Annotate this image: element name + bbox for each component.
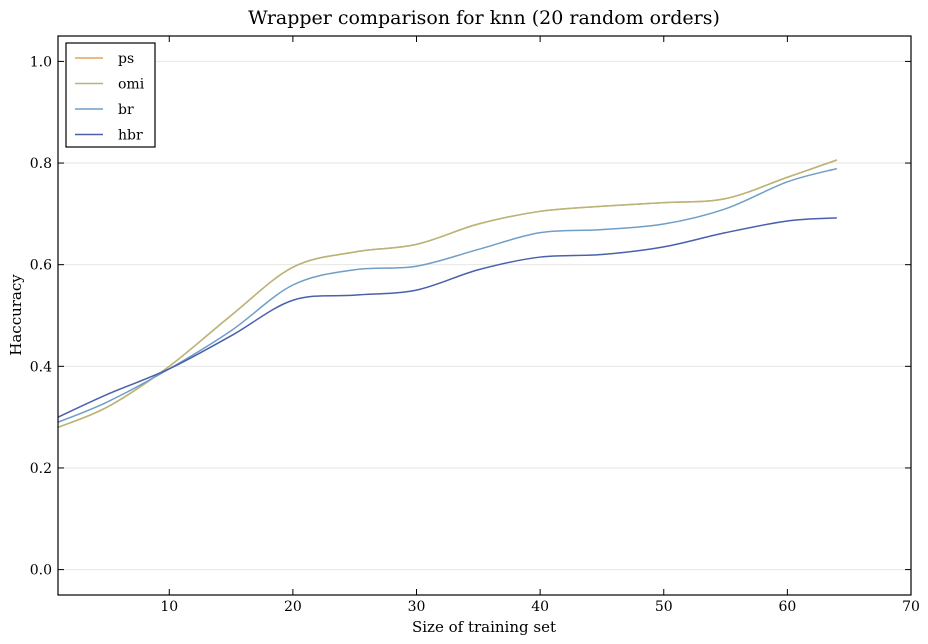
x-tick-label: 40	[531, 599, 549, 615]
legend-label-ps: ps	[118, 51, 134, 67]
series-layer	[57, 159, 838, 428]
x-tick-label: 10	[160, 599, 178, 615]
x-tick-label: 20	[284, 599, 302, 615]
legend: ps omi br hbr	[65, 42, 156, 148]
legend-label-br: br	[118, 102, 134, 118]
y-tick-label: 0.8	[30, 156, 52, 172]
y-tick-label: 0.0	[30, 563, 52, 579]
y-tick-label: 0.2	[30, 461, 52, 477]
grid-layer	[58, 60, 911, 571]
legend-box	[65, 42, 156, 148]
x-axis-label: Size of training set	[412, 618, 556, 636]
x-tick-label: 60	[778, 599, 796, 615]
series-line-omi	[57, 159, 838, 428]
x-tick-label: 30	[408, 599, 426, 615]
y-tick-label: 0.6	[30, 258, 52, 274]
chart-title: Wrapper comparison for knn (20 random or…	[248, 7, 720, 29]
tick-layer: 0.0 0.2 0.4 0.6 0.8 1.0 10 20 30 40 50 60 70	[30, 36, 920, 615]
x-tick-label: 50	[655, 599, 673, 615]
plot-frame	[57, 35, 912, 596]
legend-label-hbr: hbr	[118, 128, 143, 144]
y-tick-label: 0.4	[30, 359, 52, 375]
series-line-hbr	[57, 217, 837, 418]
x-tick-label: 70	[902, 599, 920, 615]
legend-label-omi: omi	[118, 77, 145, 93]
y-tick-label: 1.0	[30, 54, 52, 70]
series-line-br	[57, 167, 838, 423]
y-axis-label: Haccuracy	[7, 274, 25, 356]
